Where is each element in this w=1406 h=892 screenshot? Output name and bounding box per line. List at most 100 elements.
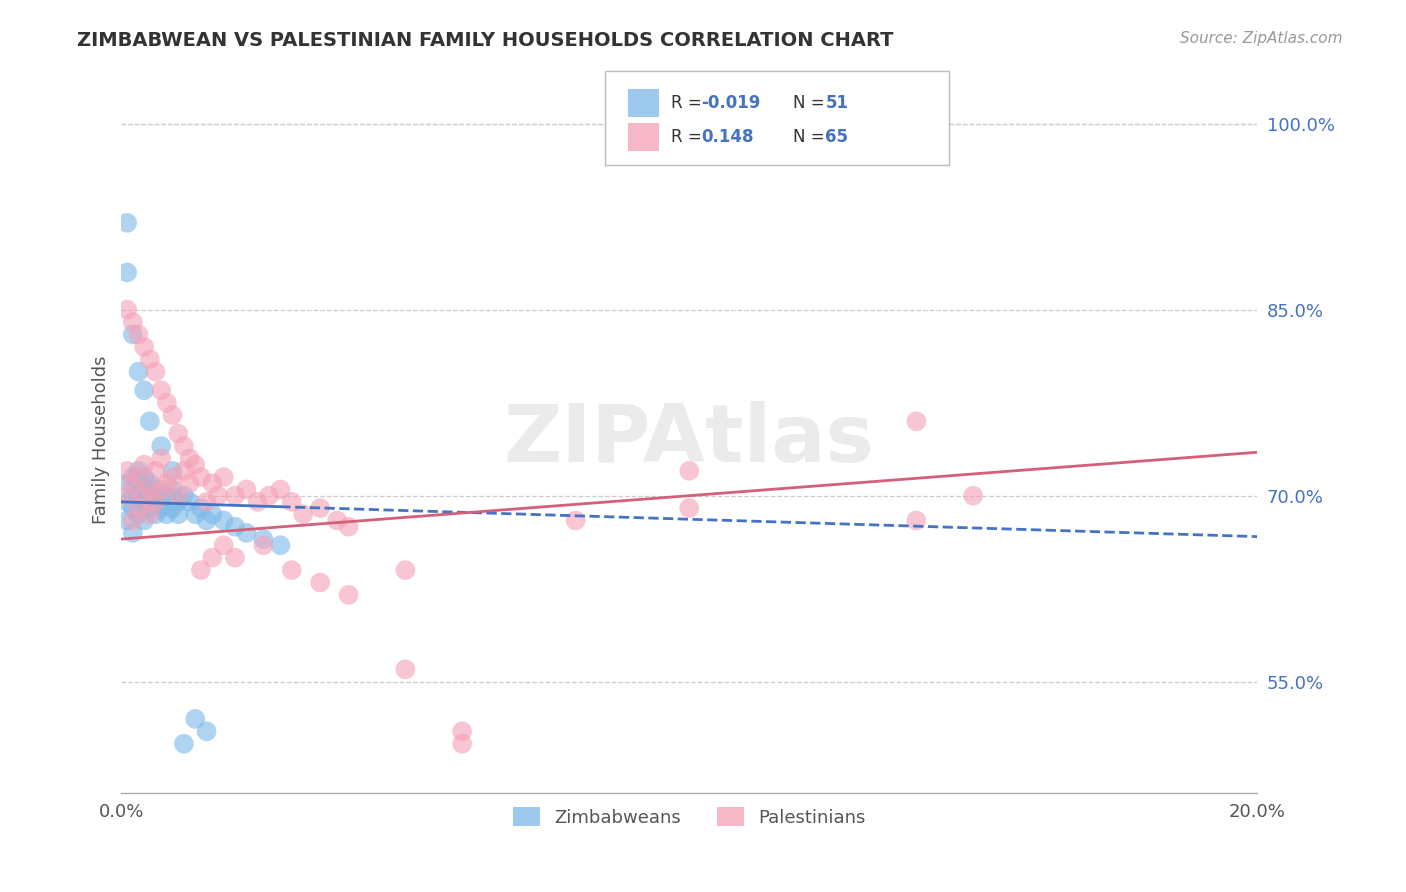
Point [212, 513, 235, 527]
Point [281, 563, 304, 577]
Legend: Zimbabweans, Palestinians: Zimbabweans, Palestinians [505, 800, 873, 834]
Text: R =: R = [671, 94, 707, 112]
Point [121, 513, 143, 527]
Y-axis label: Family Households: Family Households [93, 356, 110, 524]
Point [121, 315, 143, 329]
Point [235, 525, 257, 540]
Point [269, 483, 291, 497]
Point [127, 476, 149, 491]
Point [115, 489, 138, 503]
Point [121, 525, 143, 540]
Point [127, 501, 149, 516]
Point [309, 575, 332, 590]
Point [127, 464, 149, 478]
Point [235, 483, 257, 497]
Point [134, 495, 156, 509]
Point [184, 458, 207, 472]
Point [281, 495, 304, 509]
Point [115, 495, 138, 509]
Point [173, 464, 195, 478]
Point [962, 489, 984, 503]
Point [190, 563, 212, 577]
Point [145, 495, 167, 509]
Point [115, 513, 138, 527]
Point [139, 508, 162, 522]
Point [156, 508, 179, 522]
Text: -0.019: -0.019 [702, 94, 761, 112]
Point [394, 563, 416, 577]
Point [184, 508, 207, 522]
Point [292, 508, 315, 522]
Point [167, 508, 190, 522]
Point [905, 414, 928, 428]
Point [134, 489, 156, 503]
Point [201, 550, 224, 565]
Text: 0.148: 0.148 [702, 128, 754, 145]
Text: Source: ZipAtlas.com: Source: ZipAtlas.com [1180, 31, 1343, 46]
Point [145, 508, 167, 522]
Point [127, 365, 149, 379]
Point [127, 508, 149, 522]
Point [145, 365, 167, 379]
Point [179, 451, 201, 466]
Point [121, 501, 143, 516]
Point [184, 712, 207, 726]
Point [162, 501, 184, 516]
Point [139, 414, 162, 428]
Point [150, 483, 173, 497]
Point [139, 476, 162, 491]
Point [257, 489, 280, 503]
Point [139, 501, 162, 516]
Point [212, 538, 235, 552]
Point [162, 470, 184, 484]
Point [150, 451, 173, 466]
Point [150, 383, 173, 397]
Text: 51: 51 [825, 94, 848, 112]
Point [224, 489, 246, 503]
Point [564, 513, 586, 527]
Point [190, 501, 212, 516]
Point [156, 476, 179, 491]
Point [224, 550, 246, 565]
Point [394, 662, 416, 676]
Point [139, 352, 162, 367]
Point [173, 737, 195, 751]
Point [212, 470, 235, 484]
Point [121, 327, 143, 342]
Point [134, 340, 156, 354]
Point [139, 489, 162, 503]
Point [179, 495, 201, 509]
Point [127, 470, 149, 484]
Point [337, 588, 360, 602]
Point [150, 501, 173, 516]
Point [162, 464, 184, 478]
Point [145, 495, 167, 509]
Point [162, 408, 184, 422]
Point [121, 489, 143, 503]
Text: R =: R = [671, 128, 707, 145]
Text: N =: N = [793, 128, 830, 145]
Point [678, 464, 700, 478]
Point [145, 483, 167, 497]
Point [224, 519, 246, 533]
Point [173, 439, 195, 453]
Point [156, 489, 179, 503]
Point [337, 519, 360, 533]
Point [150, 439, 173, 453]
Point [121, 470, 143, 484]
Point [207, 489, 229, 503]
Point [201, 476, 224, 491]
Text: ZIMBABWEAN VS PALESTINIAN FAMILY HOUSEHOLDS CORRELATION CHART: ZIMBABWEAN VS PALESTINIAN FAMILY HOUSEHO… [77, 31, 894, 50]
Point [246, 495, 269, 509]
Point [134, 458, 156, 472]
Point [127, 489, 149, 503]
Point [115, 476, 138, 491]
Point [190, 470, 212, 484]
Point [139, 483, 162, 497]
Point [127, 327, 149, 342]
Point [134, 383, 156, 397]
Point [326, 513, 349, 527]
Point [115, 302, 138, 317]
Point [269, 538, 291, 552]
Point [134, 470, 156, 484]
